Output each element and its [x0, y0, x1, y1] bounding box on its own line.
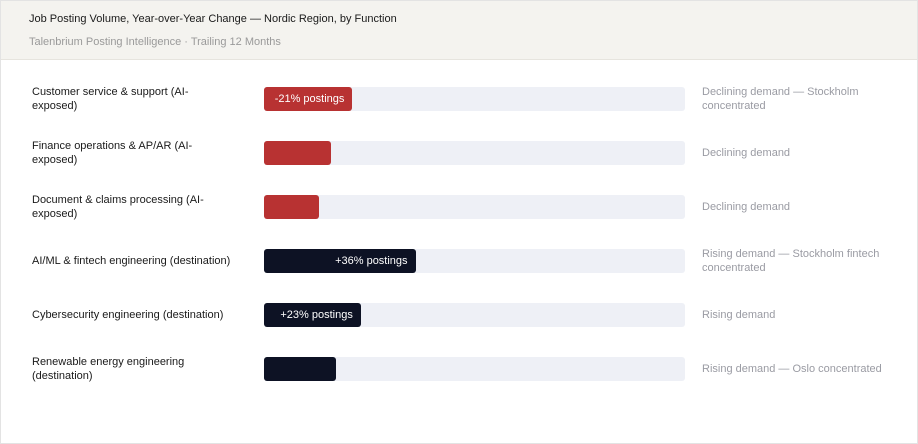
- value-label: -21% postings: [274, 93, 345, 105]
- bar: [264, 357, 336, 381]
- row-note: Rising demand: [702, 309, 776, 321]
- row-note: Declining demand: [702, 201, 791, 213]
- bar: +36% postings: [264, 249, 416, 273]
- bar-track: [264, 357, 685, 381]
- header: Job Posting Volume, Year-over-Year Chang…: [1, 1, 917, 60]
- bar: -21% postings: [264, 87, 353, 111]
- category-label: Customer service & support (AI-exposed): [32, 86, 189, 112]
- value-label: +23% postings: [280, 309, 353, 321]
- bar-track: [264, 141, 685, 165]
- bar-row: Customer service & support (AI-exposed) -…: [1, 72, 917, 126]
- category-label: Finance operations & AP/AR (AI-exposed): [32, 140, 193, 166]
- bar-track: -21% postings: [264, 87, 685, 111]
- category-label: AI/ML & fintech engineering (destination…: [32, 255, 231, 267]
- bar-track: +23% postings: [264, 303, 685, 327]
- chart-title: Job Posting Volume, Year-over-Year Chang…: [29, 13, 397, 25]
- bar-row: Finance operations & AP/AR (AI-exposed) D…: [1, 126, 917, 180]
- bar: +23% postings: [264, 303, 361, 327]
- row-note: Declining demand: [702, 147, 791, 159]
- category-label: Renewable energy engineering (destinatio…: [32, 356, 185, 382]
- bar-row: Cybersecurity engineering (destination) +…: [1, 288, 917, 342]
- bar: [264, 141, 332, 165]
- category-label: Document & claims processing (AI-exposed…: [32, 194, 204, 220]
- value-label: +36% postings: [335, 255, 408, 267]
- category-label: Cybersecurity engineering (destination): [32, 309, 224, 321]
- bar: [264, 195, 319, 219]
- bar-row: Document & claims processing (AI-exposed…: [1, 180, 917, 234]
- bar-row: Renewable energy engineering (destinatio…: [1, 342, 917, 396]
- row-note: Rising demand — Oslo concentrated: [702, 363, 882, 375]
- chart-subtitle: Talenbrium Posting Intelligence · Traili…: [29, 36, 281, 48]
- bar-track: +36% postings: [264, 249, 685, 273]
- bar-row: AI/ML & fintech engineering (destination…: [1, 234, 917, 288]
- row-note: Declining demand — Stockholm concentrate…: [702, 86, 859, 112]
- bar-track: [264, 195, 685, 219]
- row-note: Rising demand — Stockholm fintech concen…: [702, 248, 880, 274]
